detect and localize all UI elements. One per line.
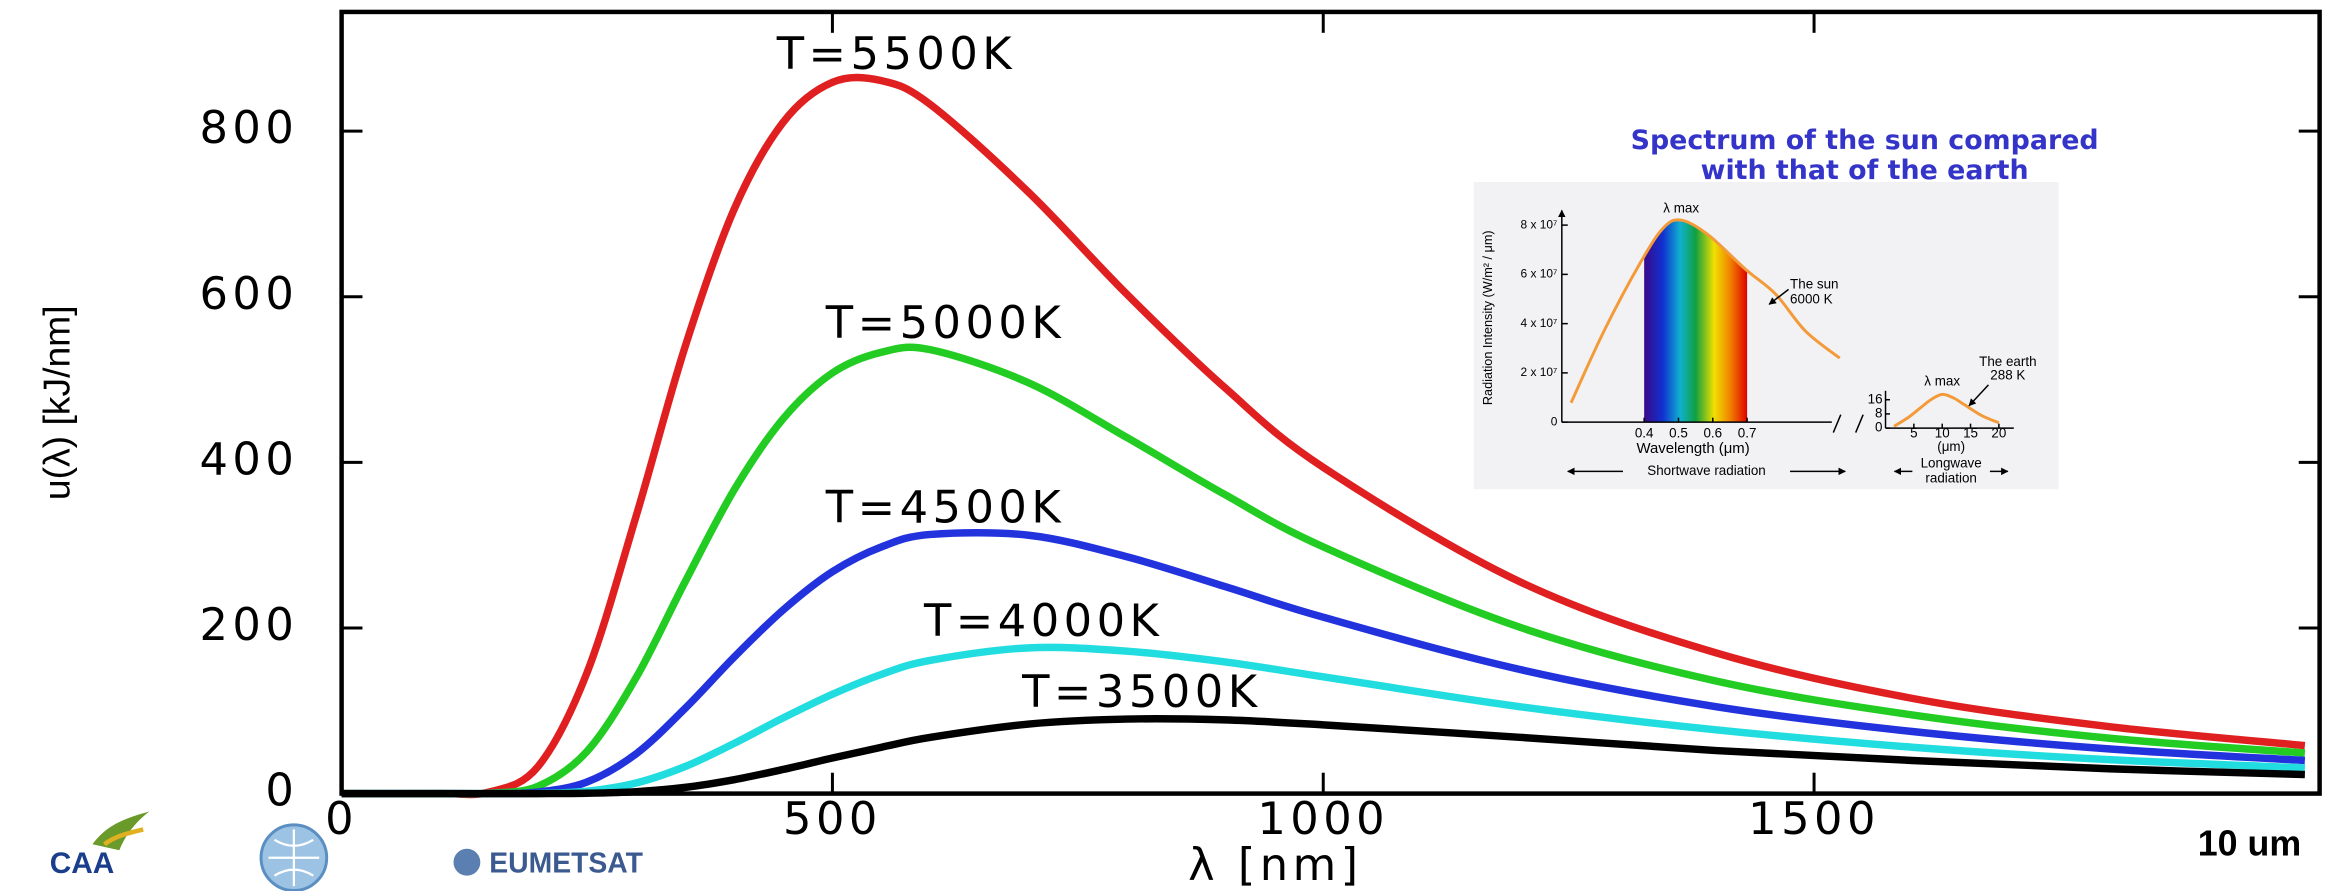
- x-tick-label: 15: [1963, 426, 1978, 441]
- x-axis-title: (μm): [1937, 439, 1965, 454]
- x-tick-label: 1500: [1748, 792, 1880, 845]
- y-tick-label: 0: [1875, 420, 1882, 435]
- x-axis-title: λ [nm]: [1188, 838, 1362, 891]
- y-tick-label: 600: [199, 267, 298, 320]
- y-tick-label: 400: [199, 432, 298, 485]
- series-label: T=4500K: [825, 481, 1065, 534]
- series-label: T=5500K: [776, 27, 1016, 80]
- logos: CAA EUMETSAT: [50, 811, 643, 891]
- x-tick-label: 0: [325, 792, 358, 845]
- y-tick-label: 200: [199, 598, 298, 651]
- x-tick-label: 0.7: [1738, 426, 1757, 441]
- series-label: T=4000K: [923, 594, 1163, 647]
- series-label: T=5000K: [825, 296, 1065, 349]
- peak-label: λ max: [1663, 200, 1699, 215]
- y-tick-label: 2 x 10⁷: [1521, 365, 1558, 379]
- data-line: [341, 643, 2306, 798]
- y-tick-label: 800: [199, 101, 298, 154]
- series-label: T=3500K: [1021, 665, 1261, 718]
- x-tick-label: 500: [783, 792, 882, 845]
- plot-frame: [339, 9, 2322, 796]
- eumetsat-logo-icon: [453, 848, 481, 876]
- caa-logo-text: CAA: [50, 847, 115, 880]
- source-label: The earth: [1979, 354, 2036, 369]
- pointer: [1768, 288, 1790, 305]
- data-line: [1893, 392, 2000, 428]
- inset-background: [1473, 181, 2059, 490]
- x-tick-label: 0.5: [1669, 426, 1688, 441]
- x-axis-title: Wavelength (μm): [1636, 441, 1749, 457]
- caa-logo-swoosh: [103, 827, 144, 847]
- data-line: [1569, 218, 1841, 404]
- wmo-logo-lines: [268, 829, 320, 887]
- data-line: [341, 343, 2306, 798]
- band-label: Longwave: [1921, 455, 1982, 470]
- peak-label: λ max: [1924, 373, 1960, 388]
- y-tick-label: 8: [1875, 405, 1882, 420]
- y-tick-label: 0: [1551, 414, 1558, 428]
- axis-break: [1832, 414, 1864, 433]
- y-tick-label: 0: [265, 764, 298, 817]
- data-line: [341, 528, 2306, 798]
- x-tick-label: 0.6: [1703, 426, 1722, 441]
- y-axis-title: u(λ) [kJ/nm]: [36, 305, 78, 500]
- spectrum-area: [1644, 219, 1748, 423]
- pointer: [1968, 384, 1989, 407]
- band-label-bg: [1622, 462, 1791, 481]
- band-label: radiation: [1925, 470, 1976, 485]
- inset-title: with that of the earth: [1701, 155, 2029, 186]
- source-label: 6000 K: [1790, 291, 1833, 306]
- y-tick-label: 6 x 10⁷: [1521, 267, 1558, 281]
- inset-title: Spectrum of the sun compared: [1631, 125, 2099, 156]
- x-tick-label: 10: [1935, 426, 1950, 441]
- x-tick-label: 0.4: [1635, 426, 1654, 441]
- band-label-bg: [1912, 454, 1990, 488]
- x-tick-label: 1000: [1257, 792, 1389, 845]
- y-tick-label: 8 x 10⁷: [1521, 217, 1558, 231]
- y-tick-label: 16: [1868, 391, 1883, 406]
- source-label: The sun: [1790, 276, 1838, 291]
- source-label: 288 K: [1990, 367, 2025, 382]
- y-tick-label: 4 x 10⁷: [1521, 316, 1558, 330]
- x-tick-label: 5: [1910, 426, 1917, 441]
- x-tick-label: 20: [1991, 426, 2006, 441]
- corner-label: 10 um: [2198, 823, 2301, 863]
- data-line: [341, 73, 2306, 799]
- y-axis-title: Radiation Intensity (W/m² / μm): [1481, 230, 1495, 405]
- band-label: Shortwave radiation: [1647, 463, 1765, 478]
- eumetsat-logo-text: EUMETSAT: [489, 848, 643, 880]
